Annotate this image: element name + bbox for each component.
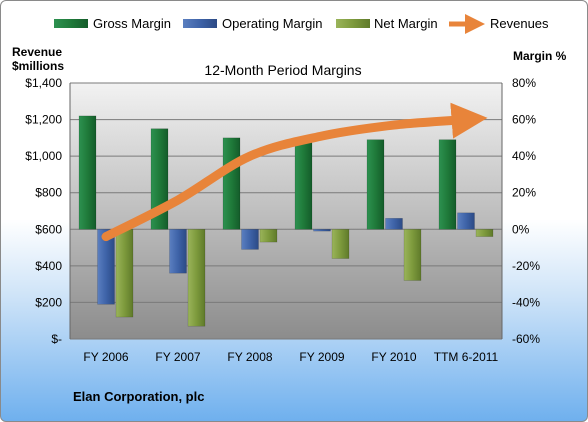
legend-label-gross: Gross Margin: [93, 16, 171, 31]
left-tick-label: $-: [51, 332, 62, 346]
right-tick-label: 80%: [512, 76, 536, 90]
legend-label-net: Net Margin: [374, 16, 438, 31]
left-tick-label: $400: [35, 259, 62, 273]
bar-net-margin-2: [259, 229, 278, 243]
legend-label-operating: Operating Margin: [222, 16, 322, 31]
revenues-line-path: [101, 102, 488, 242]
company-name: Elan Corporation, plc: [73, 389, 204, 404]
axes: $- $200 $400 $600 $800 $1,000 $1,200 $1,400 -60%…: [25, 76, 540, 364]
right-tick-label: 40%: [512, 149, 536, 163]
left-tick-label: $200: [35, 295, 62, 309]
bar-operating-margin-2: [241, 229, 259, 250]
bar-gross-margin-3: [294, 139, 313, 230]
revenue-line: [101, 102, 488, 242]
left-tick-label: $600: [35, 222, 62, 236]
bar-gross-margin-5: [438, 139, 457, 230]
legend: Gross Margin Operating Margin Net Margin…: [54, 14, 549, 34]
left-axis-label-line1: Revenue: [12, 45, 62, 59]
right-tick-label: 60%: [512, 113, 536, 127]
bar-net-margin-5: [475, 229, 494, 237]
bar-net-margin-3: [331, 229, 350, 259]
right-tick-label: -60%: [512, 332, 540, 346]
bar-gross-margin-2: [222, 137, 241, 230]
chart-title: 12-Month Period Margins: [204, 62, 361, 78]
right-axis-label: Margin %: [513, 49, 567, 63]
right-tick-label: -40%: [512, 295, 540, 309]
bar-gross-margin-4: [366, 139, 385, 230]
bar-operating-margin-5: [457, 212, 475, 230]
bar-operating-margin-4: [385, 218, 403, 230]
left-tick-label: $1,200: [25, 113, 62, 127]
left-tick-label: $1,000: [25, 149, 62, 163]
bar-operating-margin-3: [313, 229, 331, 232]
legend-label-revenues: Revenues: [490, 16, 549, 31]
category-label: FY 2007: [155, 350, 200, 364]
bar-net-margin-1: [187, 229, 206, 327]
bar-gross-margin-0: [78, 115, 97, 230]
left-tick-label: $1,400: [25, 76, 62, 90]
right-tick-label: 0%: [512, 222, 530, 236]
left-axis-label-line2: $millions: [12, 59, 64, 73]
bar-marks: [78, 115, 494, 327]
left-tick-label: $800: [35, 186, 62, 200]
category-label: FY 2008: [227, 350, 272, 364]
category-label: FY 2006: [83, 350, 128, 364]
legend-swatch-net: [336, 19, 370, 28]
bar-operating-margin-0: [97, 229, 115, 305]
bar-operating-margin-1: [169, 229, 187, 274]
category-label: TTM 6-2011: [434, 350, 499, 364]
bar-net-margin-0: [115, 229, 134, 318]
right-tick-label: -20%: [512, 259, 540, 273]
category-label: FY 2010: [371, 350, 416, 364]
right-tick-label: 20%: [512, 186, 536, 200]
bar-net-margin-4: [403, 229, 422, 281]
legend-swatch-gross: [54, 19, 88, 28]
category-label: FY 2009: [299, 350, 344, 364]
legend-swatch-operating: [183, 19, 217, 28]
